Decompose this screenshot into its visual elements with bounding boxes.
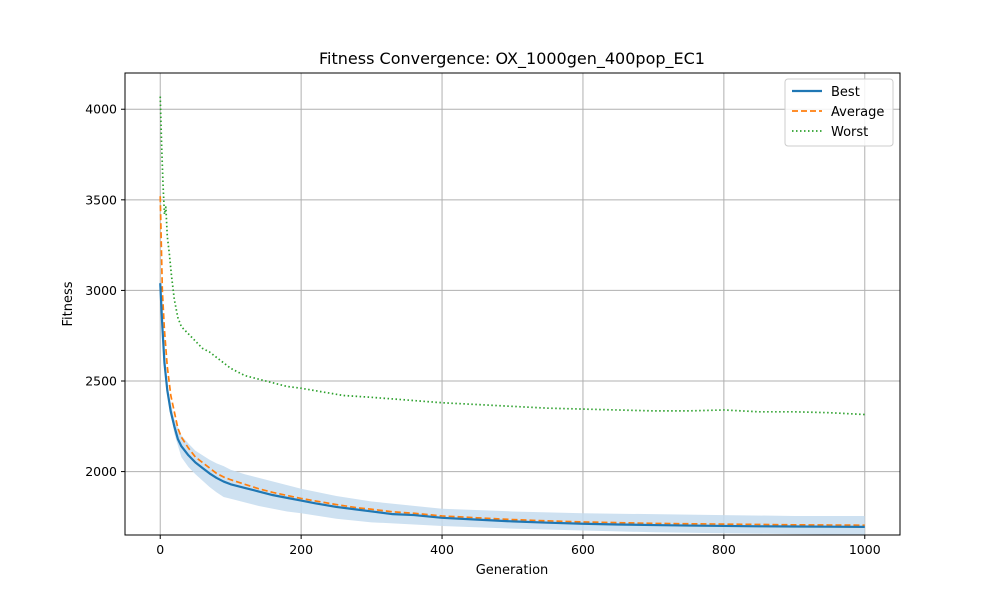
y-tick-label: 2500	[85, 374, 117, 389]
legend-label-best: Best	[831, 85, 860, 100]
x-tick-label: 800	[712, 542, 736, 557]
tick-layer: 0 200 400 600 800 1000 2000 2500 3000 3500 4000	[85, 102, 881, 557]
chart-title: Fitness Convergence: OX_1000gen_400pop_E…	[319, 49, 705, 69]
y-axis-label: Fitness	[61, 281, 76, 326]
y-tick-label: 2000	[85, 464, 117, 479]
x-tick-label: 600	[571, 542, 595, 557]
x-tick-label: 0	[156, 542, 164, 557]
legend-label-average: Average	[831, 105, 884, 120]
grid	[125, 73, 900, 535]
plot-frame	[124, 72, 901, 536]
series-layer	[159, 96, 865, 528]
legend-box	[784, 78, 894, 147]
x-tick-label: 200	[289, 542, 313, 557]
legend: Best Average Worst	[784, 78, 894, 147]
series-line-best	[159, 283, 865, 528]
y-tick-label: 4000	[85, 102, 117, 117]
y-tick-label: 3500	[85, 192, 117, 207]
x-axis-label: Generation	[476, 563, 549, 578]
series-line-average	[159, 196, 865, 527]
series-line-worst	[159, 96, 865, 416]
x-tick-label: 400	[430, 542, 454, 557]
y-tick-label: 3000	[85, 283, 117, 298]
x-tick-label: 1000	[849, 542, 881, 557]
legend-label-worst: Worst	[831, 125, 868, 140]
